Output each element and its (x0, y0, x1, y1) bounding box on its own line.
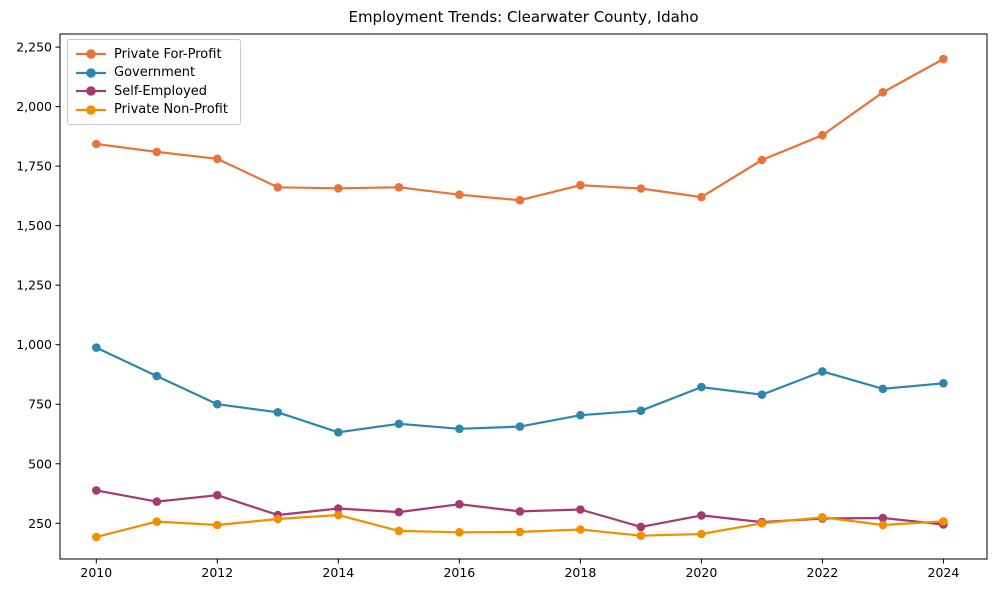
data-point-government (757, 390, 767, 400)
x-axis-tick-label: 2010 (80, 565, 112, 580)
data-point-government (152, 371, 162, 381)
data-point-private-non-profit (213, 520, 222, 530)
data-point-private-non-profit (152, 517, 162, 526)
y-axis-tick-label: 1,000 (16, 337, 52, 352)
data-point-private-for-profit (878, 88, 888, 97)
legend-item-private-non-profit: Private Non-Profit (75, 101, 228, 120)
data-point-self-employed (576, 505, 585, 514)
data-point-private-for-profit (697, 192, 706, 202)
data-point-private-non-profit (878, 520, 888, 530)
x-axis-tick-label: 2012 (201, 565, 233, 580)
x-axis-tick-label: 2018 (564, 565, 596, 580)
legend-label: Government (114, 65, 196, 81)
legend-item-government: Government (75, 64, 228, 83)
data-point-self-employed (455, 499, 464, 509)
data-point-private-non-profit (334, 510, 343, 520)
data-point-private-non-profit (515, 527, 525, 537)
data-point-self-employed (152, 497, 162, 506)
legend-item-self-employed: Self-Employed (75, 82, 228, 101)
data-point-private-non-profit (818, 513, 827, 522)
y-axis-tick-label: 500 (28, 456, 52, 471)
data-point-self-employed (636, 522, 646, 532)
data-point-private-non-profit (757, 519, 767, 528)
data-point-government (455, 424, 464, 434)
data-point-private-for-profit (152, 147, 162, 157)
data-point-self-employed (213, 490, 222, 500)
data-point-government (213, 399, 222, 409)
data-point-government (334, 428, 343, 437)
data-point-government (92, 343, 101, 352)
data-point-self-employed (92, 486, 101, 495)
legend-marker-private-non-profit (76, 104, 106, 115)
y-axis-tick-label: 2,000 (16, 99, 52, 114)
data-point-government (818, 367, 827, 376)
data-point-government (878, 384, 888, 394)
legend-marker-government (76, 67, 106, 78)
data-point-private-non-profit (273, 514, 283, 524)
y-axis-tick-label: 250 (28, 516, 52, 531)
y-axis-tick-label: 1,750 (16, 159, 52, 174)
data-point-private-non-profit (576, 525, 585, 534)
data-point-self-employed (394, 507, 404, 517)
data-point-private-for-profit (455, 190, 464, 199)
data-point-private-for-profit (515, 195, 525, 205)
data-point-government (576, 410, 585, 420)
data-point-private-for-profit (636, 184, 646, 193)
x-axis-tick-label: 2014 (322, 565, 354, 580)
y-axis-tick-label: 1,500 (16, 218, 52, 233)
chart-title: Employment Trends: Clearwater County, Id… (348, 8, 699, 26)
data-point-government (697, 382, 706, 392)
x-axis-tick-label: 2022 (807, 565, 839, 580)
y-axis-tick-label: 1,250 (16, 278, 52, 293)
data-point-private-for-profit (394, 183, 404, 192)
data-point-private-for-profit (939, 54, 948, 64)
data-point-private-non-profit (394, 526, 404, 536)
data-point-private-for-profit (92, 139, 101, 149)
data-point-private-for-profit (818, 130, 827, 140)
data-point-private-non-profit (636, 531, 646, 540)
x-axis-tick-label: 2020 (685, 565, 717, 580)
data-point-self-employed (697, 511, 706, 520)
legend-label: Private For-Profit (114, 46, 222, 62)
data-point-government (636, 406, 646, 416)
data-point-private-for-profit (757, 155, 767, 165)
data-point-private-non-profit (697, 529, 706, 539)
data-point-government (939, 379, 948, 388)
data-point-self-employed (515, 507, 525, 516)
legend-label: Private Non-Profit (114, 102, 228, 118)
data-point-self-employed (334, 504, 343, 513)
legend-label: Self-Employed (114, 83, 208, 99)
data-point-self-employed (878, 513, 888, 523)
y-axis-tick-label: 750 (28, 397, 52, 412)
data-point-private-for-profit (334, 184, 343, 193)
data-point-private-for-profit (576, 180, 585, 190)
data-point-government (515, 422, 525, 431)
data-point-private-for-profit (273, 183, 283, 192)
legend-marker-self-employed (76, 86, 106, 97)
legend-marker-private-for-profit (76, 49, 106, 60)
data-point-private-for-profit (213, 154, 222, 164)
plot-frame (59, 33, 988, 560)
data-point-private-non-profit (92, 532, 101, 542)
x-axis-tick-label: 2024 (928, 565, 960, 580)
y-axis-tick-label: 2,250 (16, 40, 52, 55)
data-point-private-non-profit (455, 528, 464, 537)
data-point-private-non-profit (939, 517, 948, 526)
data-point-government (394, 419, 404, 429)
legend-item-private-for-profit: Private For-Profit (75, 45, 228, 64)
legend: Private For-Profit Government Self-Employe… (67, 39, 241, 125)
series-line-government (95, 346, 945, 434)
x-axis-tick-label: 2016 (443, 565, 475, 580)
data-point-government (273, 408, 283, 417)
